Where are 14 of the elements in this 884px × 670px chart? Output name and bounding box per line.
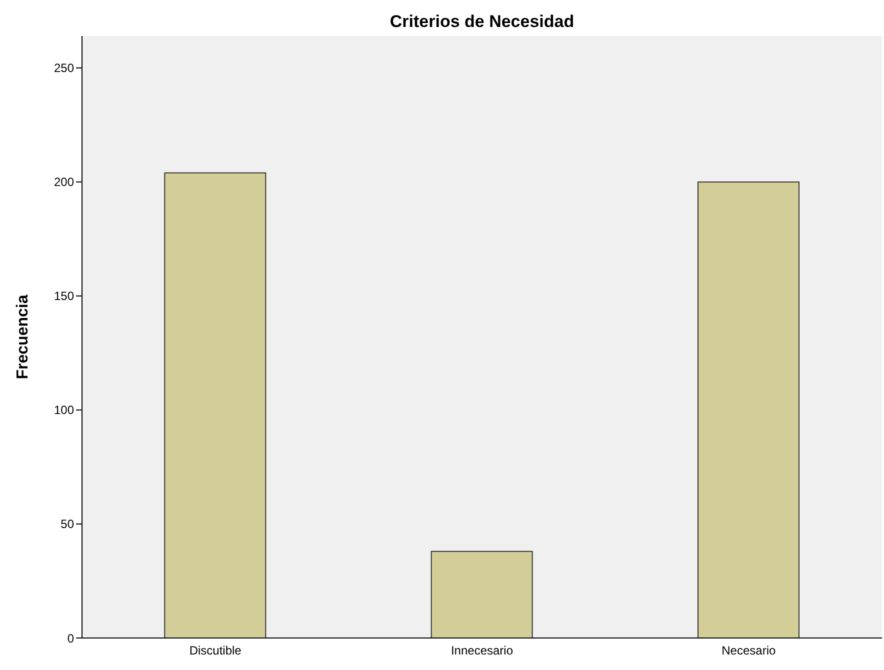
- y-tick-label: 150: [54, 289, 74, 304]
- chart-title: Criterios de Necesidad: [388, 12, 576, 32]
- x-tick-label: Discutible: [189, 644, 242, 658]
- y-axis-title: Frecuencia: [14, 294, 32, 380]
- y-tick-label: 250: [54, 61, 74, 76]
- y-tick-label: 50: [60, 517, 74, 532]
- x-tick-label: Necesario: [722, 644, 776, 658]
- bar: [698, 181, 800, 638]
- bar: [164, 172, 266, 638]
- y-tick-label: 200: [54, 175, 74, 190]
- x-tick-label: Innecesario: [450, 644, 514, 658]
- bar: [430, 550, 533, 638]
- y-tick-label: 0: [67, 631, 74, 646]
- y-tick-label: 100: [54, 403, 74, 418]
